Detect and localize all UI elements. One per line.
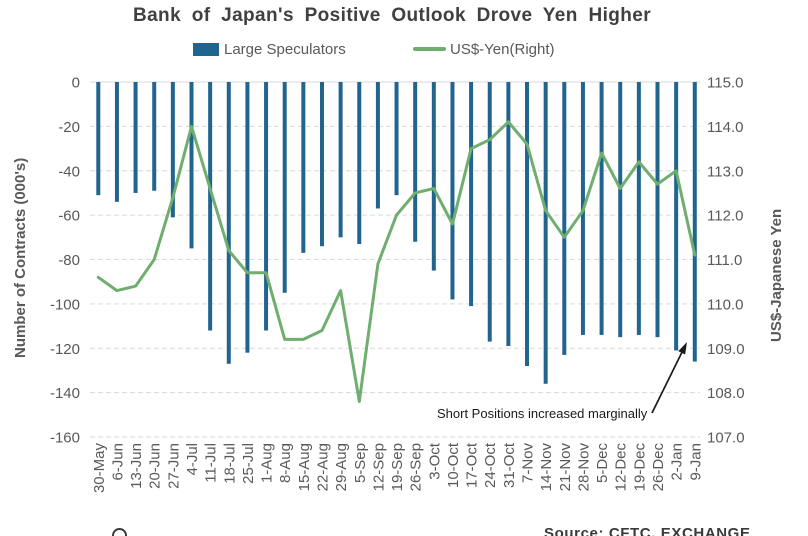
x-tick-label: 22-Aug bbox=[314, 443, 331, 491]
x-tick-label: 5-Sep bbox=[352, 443, 369, 483]
right-tick-label: 110.0 bbox=[707, 296, 743, 313]
bar bbox=[114, 82, 119, 202]
bar bbox=[319, 82, 324, 247]
bar bbox=[692, 82, 697, 362]
right-tick-label: 111.0 bbox=[707, 252, 742, 269]
left-tick-label: -140 bbox=[50, 385, 80, 402]
bar bbox=[450, 82, 455, 300]
yen-line bbox=[96, 120, 697, 403]
x-tick-label: 21-Nov bbox=[557, 443, 574, 492]
x-tick-label: 19-Dec bbox=[631, 443, 648, 492]
bar bbox=[674, 82, 679, 351]
bar bbox=[618, 82, 623, 338]
bar bbox=[525, 82, 530, 366]
bar bbox=[245, 82, 250, 353]
x-tick-label: 28-Nov bbox=[575, 443, 592, 492]
annotation-arrow-shaft bbox=[651, 352, 683, 414]
bar bbox=[264, 82, 269, 331]
x-tick-label: 13-Jun bbox=[128, 443, 145, 489]
right-tick-label: 115.0 bbox=[707, 75, 743, 92]
bar bbox=[282, 82, 287, 293]
x-tick-label: 7-Nov bbox=[520, 443, 537, 484]
chart-title: Bank of Japan's Positive Outlook Drove Y… bbox=[132, 5, 652, 26]
bar bbox=[189, 82, 194, 249]
x-tick-label: 24-Oct bbox=[482, 442, 499, 488]
bar bbox=[506, 82, 511, 347]
x-tick-label: 10-Oct bbox=[445, 442, 462, 488]
right-tick-label: 109.0 bbox=[707, 341, 745, 358]
x-tick-label: 27-Jun bbox=[165, 443, 182, 489]
bar bbox=[152, 82, 157, 191]
x-tick-label: 17-Oct bbox=[464, 442, 481, 488]
bar bbox=[394, 82, 399, 196]
bar bbox=[170, 82, 175, 218]
bar bbox=[543, 82, 548, 384]
bar bbox=[562, 82, 567, 355]
x-tick-label: 26-Sep bbox=[408, 443, 425, 491]
x-tick-label: 30-May bbox=[91, 443, 108, 494]
bar bbox=[208, 82, 213, 331]
x-tick-label: 9-Jan bbox=[687, 443, 704, 481]
left-tick-label: -100 bbox=[50, 296, 80, 313]
bar bbox=[636, 82, 641, 335]
x-tick-label: 12-Sep bbox=[370, 443, 387, 491]
legend-item-usd-yen: US$-Yen(Right) bbox=[413, 40, 555, 58]
right-tick-label: 108.0 bbox=[707, 385, 745, 402]
x-tick-label: 1-Aug bbox=[259, 443, 276, 483]
x-tick-label: 31-Oct bbox=[501, 442, 518, 488]
annotation-arrow-head bbox=[678, 342, 687, 355]
bar bbox=[487, 82, 492, 342]
x-tick-label: 29-Aug bbox=[333, 443, 350, 491]
right-tick-label: 107.0 bbox=[707, 430, 745, 447]
bar bbox=[226, 82, 231, 364]
source-text-clipped: Source: CFTC, EXCHANGE bbox=[544, 525, 751, 536]
bar bbox=[338, 82, 343, 238]
x-tick-label: 14-Nov bbox=[538, 443, 555, 492]
bar-series-swatch bbox=[193, 42, 219, 56]
bar bbox=[375, 82, 380, 209]
x-tick-label: 6-Jun bbox=[109, 443, 126, 481]
bar bbox=[301, 82, 306, 253]
legend-label-large-speculators: Large Speculators bbox=[224, 40, 346, 58]
bar bbox=[655, 82, 660, 338]
bar bbox=[357, 82, 362, 244]
left-tick-label: -120 bbox=[50, 341, 80, 358]
left-tick-label: -20 bbox=[58, 119, 80, 136]
bar bbox=[599, 82, 604, 335]
partial-logo-glyph bbox=[112, 528, 127, 536]
x-tick-label: 11-Jul bbox=[203, 443, 220, 483]
bar bbox=[96, 82, 101, 196]
x-tick-label: 19-Sep bbox=[389, 443, 406, 491]
bar bbox=[413, 82, 418, 242]
right-tick-label: 113.0 bbox=[707, 163, 743, 180]
x-tick-label: 18-Jul bbox=[221, 443, 238, 484]
x-tick-label: 25-Jul bbox=[240, 443, 257, 484]
x-tick-label: 8-Aug bbox=[277, 443, 294, 483]
bar bbox=[469, 82, 474, 307]
x-tick-label: 20-Jun bbox=[147, 443, 164, 489]
left-tick-label: -40 bbox=[58, 163, 80, 180]
bar bbox=[133, 82, 138, 193]
right-tick-label: 112.0 bbox=[707, 208, 743, 225]
x-tick-label: 3-Oct bbox=[426, 442, 443, 480]
legend-item-large-speculators: Large Speculators bbox=[193, 40, 346, 58]
bar bbox=[431, 82, 436, 271]
left-tick-label: -80 bbox=[58, 252, 80, 269]
x-tick-label: 4-Jul bbox=[184, 443, 201, 476]
x-tick-label: 12-Dec bbox=[613, 443, 630, 492]
x-tick-label: 15-Aug bbox=[296, 443, 313, 491]
left-tick-label: -60 bbox=[58, 208, 80, 225]
x-tick-label: 5-Dec bbox=[594, 443, 611, 484]
legend-label-usd-yen: US$-Yen(Right) bbox=[450, 40, 555, 58]
left-tick-label: 0 bbox=[72, 75, 80, 92]
x-tick-label: 26-Dec bbox=[650, 443, 667, 492]
right-tick-label: 114.0 bbox=[707, 119, 743, 136]
left-tick-label: -160 bbox=[50, 430, 80, 447]
x-tick-label: 2-Jan bbox=[669, 443, 686, 481]
annotation-text: Short Positions increased marginally bbox=[437, 406, 648, 421]
line-series-swatch bbox=[413, 47, 446, 51]
